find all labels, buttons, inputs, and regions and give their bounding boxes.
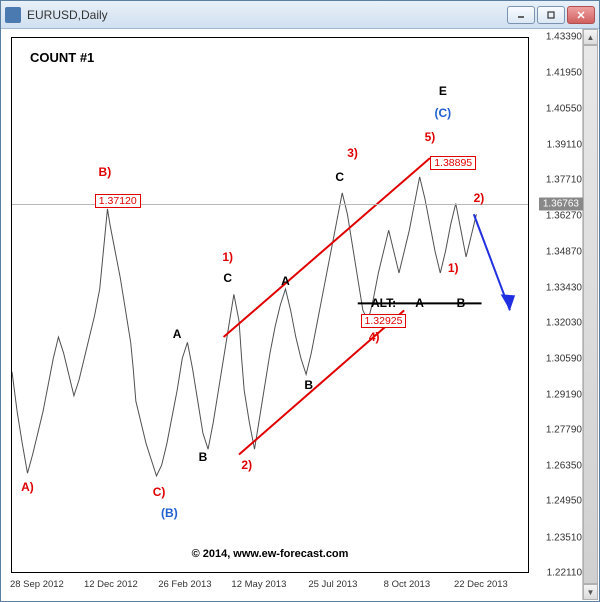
wave-label: 3) (347, 146, 358, 160)
copyright-label: © 2014, www.ew-forecast.com (192, 548, 349, 560)
scroll-thumb[interactable] (583, 45, 598, 584)
wave-label: 1) (448, 261, 459, 275)
y-tick-label: 1.22110 (547, 568, 582, 579)
wave-label: B (304, 378, 313, 392)
scroll-up-button[interactable]: ▲ (583, 29, 598, 45)
vertical-scrollbar[interactable]: ▲ ▼ (582, 29, 598, 600)
y-tick-label: 1.30590 (546, 354, 582, 365)
wave-label: C) (153, 485, 166, 499)
scroll-track[interactable] (583, 45, 598, 584)
y-tick-label: 1.29190 (546, 389, 582, 400)
x-tick-label: 26 Feb 2013 (158, 579, 211, 590)
y-tick-label: 1.34870 (546, 246, 582, 257)
price-callout: 1.38895 (430, 156, 476, 170)
wave-label: A (415, 296, 424, 310)
y-tick-label: 1.36270 (546, 211, 582, 222)
wave-label: ALT: (371, 296, 396, 310)
y-tick-label: 1.37710 (546, 175, 582, 186)
wave-label: C (223, 271, 232, 285)
y-tick-label: 1.33430 (546, 282, 582, 293)
wave-label: 5) (425, 130, 436, 144)
y-tick-label: 1.26350 (546, 461, 582, 472)
wave-label: A (281, 274, 290, 288)
chart-window: EURUSD,Daily ▲ ▼ COUNT #1 © 2014, www.ew… (0, 0, 600, 602)
price-callout: 1.37120 (95, 194, 141, 208)
window-title: EURUSD,Daily (27, 8, 507, 22)
y-tick-label: 1.43390 (546, 32, 582, 43)
current-price-line (12, 204, 528, 205)
app-icon (5, 7, 21, 23)
x-tick-label: 22 Dec 2013 (454, 579, 508, 590)
maximize-button[interactable] (537, 6, 565, 24)
wave-label: B) (99, 165, 112, 179)
y-tick-label: 1.32030 (546, 318, 582, 329)
y-tick-label: 1.39110 (547, 139, 582, 150)
wave-label: B (457, 296, 466, 310)
wave-label: 4) (369, 330, 380, 344)
x-tick-label: 25 Jul 2013 (308, 579, 357, 590)
wave-label: 1) (222, 250, 233, 264)
scroll-down-button[interactable]: ▼ (583, 584, 598, 600)
y-axis: 1.221101.235101.249501.263501.277901.291… (529, 37, 582, 573)
wave-label: A (173, 327, 182, 341)
x-tick-label: 28 Sep 2012 (10, 579, 64, 590)
current-price-box: 1.36763 (539, 197, 583, 210)
y-tick-label: 1.40550 (546, 103, 582, 114)
y-tick-label: 1.41950 (546, 68, 582, 79)
close-button[interactable] (567, 6, 595, 24)
chart-plot-area[interactable]: COUNT #1 © 2014, www.ew-forecast.com A) B… (11, 37, 529, 573)
wave-label: A) (21, 480, 34, 494)
wave-label: (C) (435, 106, 452, 120)
y-tick-label: 1.27790 (546, 424, 582, 435)
x-tick-label: 12 May 2013 (231, 579, 286, 590)
y-tick-label: 1.23510 (546, 532, 582, 543)
count-label: COUNT #1 (30, 50, 94, 65)
window-buttons (507, 6, 595, 24)
x-axis: 28 Sep 2012 12 Dec 2012 26 Feb 2013 12 May … (11, 575, 529, 597)
y-tick-label: 1.24950 (546, 496, 582, 507)
wave-label: (B) (161, 506, 178, 520)
minimize-button[interactable] (507, 6, 535, 24)
x-tick-label: 12 Dec 2012 (84, 579, 138, 590)
x-tick-label: 8 Oct 2013 (384, 579, 430, 590)
wave-label: 2) (241, 458, 252, 472)
wave-label: 2) (474, 191, 485, 205)
wave-label: E (439, 84, 447, 98)
wave-label: B (199, 450, 208, 464)
wave-label: C (335, 170, 344, 184)
price-callout: 1.32925 (361, 314, 407, 328)
titlebar[interactable]: EURUSD,Daily (1, 1, 599, 29)
